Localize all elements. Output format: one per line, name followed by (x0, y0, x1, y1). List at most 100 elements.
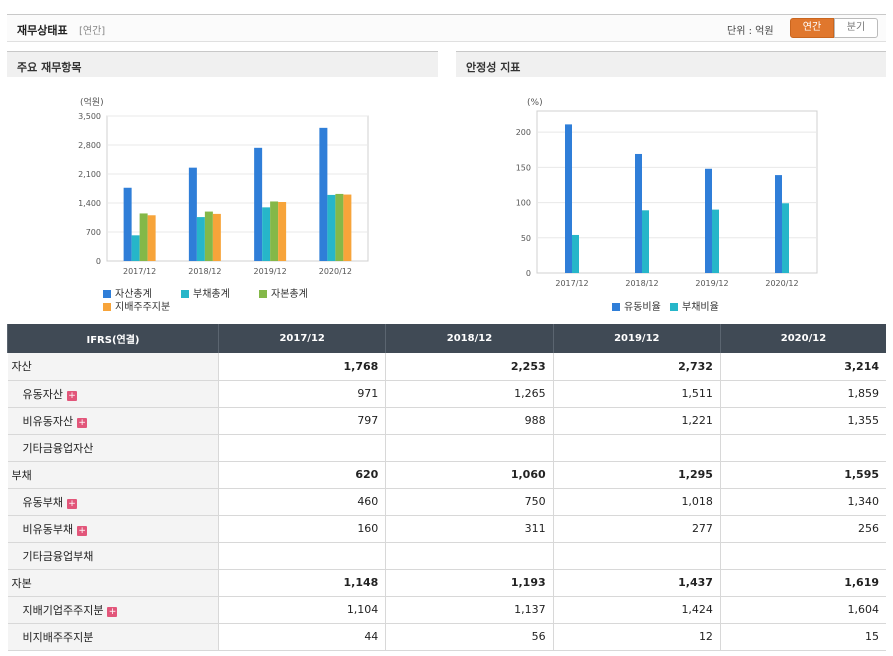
row-label: 기타금융업부채 (7, 542, 219, 570)
bar-유동비율 (565, 124, 572, 273)
bar-자산총계 (254, 147, 263, 261)
table-row: 유동자산 +971 1,265 1,511 1,859 (7, 380, 886, 408)
annual-toggle-button[interactable]: 연간 (790, 18, 834, 38)
expand-plus-icon[interactable]: + (77, 525, 88, 536)
bar-자본총계 (270, 201, 279, 261)
value-cell: 3,214 (719, 353, 886, 381)
value-cell: 277 (552, 515, 721, 543)
value-cell (385, 542, 554, 570)
row-label-text: 비유동부채 (22, 522, 74, 536)
row-label-text: 기타금융업자산 (22, 441, 94, 455)
x-tick-label: 2018/12 (625, 279, 658, 288)
bar-부채비율 (712, 209, 719, 273)
table-row: 지배기업주주지분 +1,104 1,137 1,424 1,604 (7, 596, 886, 624)
row-label-text: 비유동자산 (22, 414, 74, 428)
bar-자산총계 (188, 167, 197, 261)
row-label: 비유동자산 + (7, 407, 219, 435)
expand-plus-icon[interactable]: + (77, 417, 88, 428)
value-cell: 44 (217, 623, 386, 651)
bar-지배주주지분 (343, 194, 352, 261)
y-tick-label: 200 (516, 128, 531, 137)
bar-부채총계 (196, 217, 205, 261)
expand-plus-icon[interactable]: + (66, 390, 77, 401)
stability-title: 안정성 지표 (466, 61, 521, 74)
period-type-label: [연간] (79, 26, 106, 37)
legend-label: 지배주주지분 (115, 302, 171, 313)
legend-label: 부채비율 (682, 302, 719, 313)
x-tick-label: 2017/12 (555, 279, 588, 288)
row-label-text: 비지배주주지분 (22, 630, 94, 644)
statement-title: 재무상태표 (17, 24, 68, 37)
value-cell: 1,018 (552, 488, 721, 516)
expand-plus-icon[interactable]: + (107, 606, 118, 617)
legend-label: 부채총계 (193, 289, 230, 300)
value-cell: 1,104 (217, 596, 386, 624)
bar-지배주주지분 (147, 215, 156, 261)
table-row: 비유동자산 +797 988 1,221 1,355 (7, 407, 886, 435)
table-row: 유동부채 +460 750 1,018 1,340 (7, 488, 886, 516)
corner-header: IFRS(연결) (7, 324, 219, 353)
x-tick-label: 2017/12 (123, 267, 156, 276)
value-cell: 1,595 (719, 461, 886, 489)
row-label: 비지배주주지분 (7, 623, 219, 651)
value-cell: 971 (217, 380, 386, 408)
legend-item[interactable]: 부채총계 (181, 285, 230, 300)
quarter-toggle-button[interactable]: 분기 (834, 18, 878, 38)
table-header-row: IFRS(연결) 2017/12 2018/12 2019/12 2020/12 (7, 324, 886, 353)
value-cell (217, 542, 386, 570)
y-tick-label: 3,500 (78, 112, 101, 121)
legend-item[interactable]: 유동비율 (612, 298, 661, 313)
legend-item[interactable]: 자산총계 (103, 285, 152, 300)
y-tick-label: 2,800 (78, 141, 101, 150)
col-header: 2017/12 (217, 324, 386, 353)
value-cell: 311 (385, 515, 554, 543)
row-label-text: 자산 (11, 360, 32, 374)
stability-panel-header: 안정성 지표 (456, 51, 886, 77)
table-row: 부채 620 1,060 1,295 1,595 (7, 461, 886, 489)
value-cell: 1,619 (719, 569, 886, 597)
value-cell: 460 (217, 488, 386, 516)
row-label: 비유동부채 + (7, 515, 219, 543)
bar-유동비율 (705, 168, 712, 273)
value-cell: 750 (385, 488, 554, 516)
row-label-text: 기타금융업부채 (22, 549, 94, 563)
bar-지배주주지분 (212, 213, 221, 261)
stability-chart: (%) 200 150 100 50 0 2017/12 2018/12 2019/12 2020… (516, 98, 818, 288)
expand-plus-icon[interactable]: + (66, 498, 77, 509)
col-header: 2018/12 (385, 324, 554, 353)
legend-item[interactable]: 지배주주지분 (103, 298, 170, 313)
row-label-text: 유동부채 (22, 495, 63, 509)
value-cell (552, 434, 721, 462)
table-row: 자본 1,148 1,193 1,437 1,619 (7, 569, 886, 597)
bar-부채총계 (131, 235, 140, 261)
row-label: 유동자산 + (7, 380, 219, 408)
value-cell: 1,604 (719, 596, 886, 624)
main-items-title: 주요 재무항목 (17, 61, 82, 74)
x-tick-label: 2019/12 (695, 279, 728, 288)
value-cell: 12 (552, 623, 721, 651)
bar-자산총계 (123, 187, 132, 261)
row-label-text: 자본 (11, 576, 32, 590)
legend-item[interactable]: 자본총계 (259, 285, 308, 300)
table-row: 기타금융업자산 (7, 434, 886, 462)
value-cell: 988 (385, 407, 554, 435)
bar-부채비율 (572, 234, 579, 273)
legend-swatch (612, 303, 620, 311)
legend-item[interactable]: 부채비율 (670, 298, 719, 313)
value-cell: 1,193 (385, 569, 554, 597)
y-unit-label: (%) (527, 98, 543, 108)
table-row: 비지배주주지분 44 56 12 15 (7, 623, 886, 651)
statement-header: 재무상태표 [연간] 단위 : 억원 연간 분기 (7, 14, 886, 42)
legend-label: 자산총계 (115, 289, 152, 300)
col-header: 2019/12 (552, 324, 721, 353)
value-cell: 1,355 (719, 407, 886, 435)
y-tick-label: 50 (521, 234, 531, 243)
row-label: 유동부채 + (7, 488, 219, 516)
value-cell (719, 542, 886, 570)
y-tick-label: 150 (516, 163, 531, 172)
row-label: 자산 (7, 353, 219, 381)
value-cell: 1,295 (552, 461, 721, 489)
x-tick-label: 2020/12 (765, 279, 798, 288)
value-cell: 1,060 (385, 461, 554, 489)
table-row: 기타금융업부채 (7, 542, 886, 570)
